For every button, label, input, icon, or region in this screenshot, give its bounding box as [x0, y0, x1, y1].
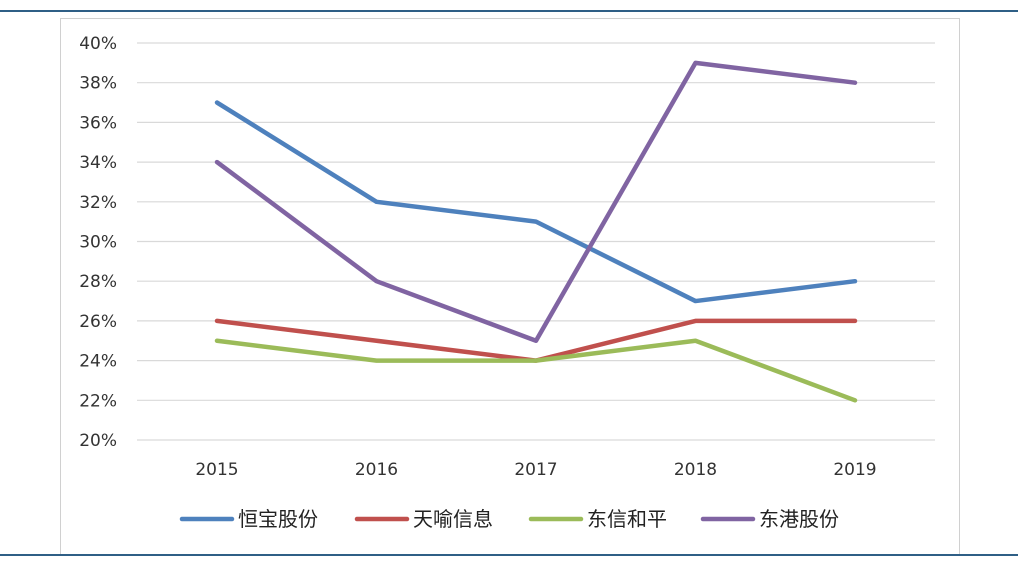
- legend-label-1: 天喻信息: [413, 507, 493, 531]
- y-tick-label: 28%: [79, 272, 117, 292]
- x-tick-label: 2016: [355, 460, 398, 480]
- bottom-rule: [0, 554, 1018, 556]
- series-line-3: [214, 60, 858, 343]
- x-tick-label: 2017: [514, 460, 557, 480]
- grid-lines: [137, 42, 935, 441]
- x-tick-label: 2015: [195, 460, 238, 480]
- y-tick-label: 32%: [79, 193, 117, 213]
- y-tick-label: 26%: [79, 312, 117, 332]
- x-tick-label: 2019: [833, 460, 876, 480]
- y-tick-label: 20%: [79, 431, 117, 451]
- y-tick-label: 34%: [79, 153, 117, 173]
- series-lines: [214, 60, 858, 403]
- y-tick-label: 38%: [79, 74, 117, 94]
- y-tick-label: 24%: [79, 352, 117, 372]
- y-axis-ticks: 20% 22% 24% 26% 28% 30% 32% 34% 36% 38% 40%: [79, 34, 117, 451]
- legend-label-3: 东港股份: [759, 507, 839, 531]
- series-line-2: [214, 338, 858, 403]
- legend-label-0: 恒宝股份: [238, 507, 318, 531]
- top-rule: [0, 10, 1018, 12]
- x-axis-ticks: 2015 2016 2017 2018 2019: [195, 460, 876, 480]
- y-tick-label: 22%: [79, 391, 117, 411]
- legend-label-2: 东信和平: [587, 507, 667, 531]
- y-tick-label: 36%: [79, 113, 117, 133]
- y-tick-label: 30%: [79, 233, 117, 253]
- y-tick-label: 40%: [79, 34, 117, 54]
- x-tick-label: 2018: [674, 460, 717, 480]
- series-line-0: [214, 100, 858, 304]
- legend: 恒宝股份 天喻信息 东信和平 东港股份: [179, 507, 839, 531]
